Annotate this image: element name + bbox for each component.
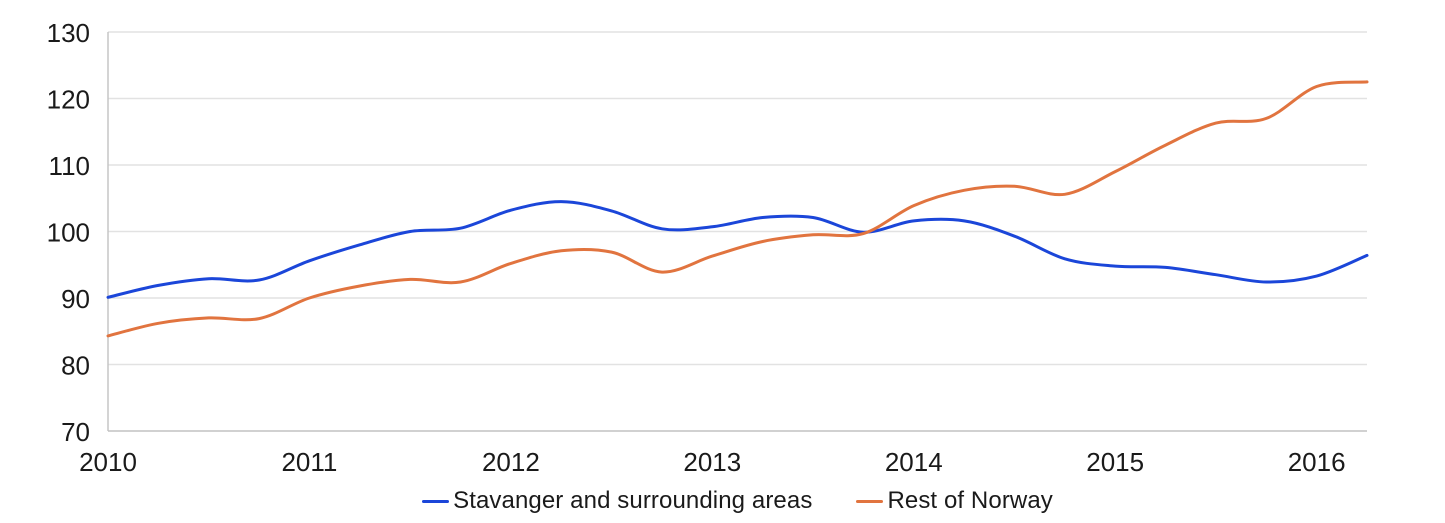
x-tick-label: 2011 (281, 447, 337, 477)
y-tick-label: 90 (61, 284, 90, 314)
y-tick-label: 130 (47, 18, 90, 48)
legend: Stavanger and surrounding areas Rest of … (108, 487, 1367, 515)
y-tick-label: 80 (61, 351, 90, 381)
y-tick-label: 100 (47, 218, 90, 248)
x-tick-label: 2016 (1288, 447, 1346, 477)
legend-marker-stavanger (422, 499, 450, 503)
x-tick-label: 2014 (885, 447, 943, 477)
legend-label-stavanger: Stavanger and surrounding areas (453, 487, 813, 514)
x-tick-label: 2013 (683, 447, 741, 477)
legend-item-stavanger[interactable]: Stavanger and surrounding areas (422, 487, 812, 515)
legend-item-rest-of-norway[interactable]: Rest of Norway (856, 487, 1053, 515)
y-tick-label: 70 (61, 417, 90, 447)
y-tick-label: 110 (49, 151, 90, 181)
series-line-stavanger (106, 200, 1369, 299)
x-tick-label: 2015 (1086, 447, 1144, 477)
series-line-rest-of-norway (106, 80, 1369, 338)
x-tick-label: 2012 (482, 447, 540, 477)
legend-label-rest-of-norway: Rest of Norway (887, 487, 1053, 514)
x-tick-label: 2010 (79, 447, 137, 477)
legend-marker-rest-of-norway (856, 499, 884, 503)
y-tick-label: 120 (47, 85, 90, 115)
